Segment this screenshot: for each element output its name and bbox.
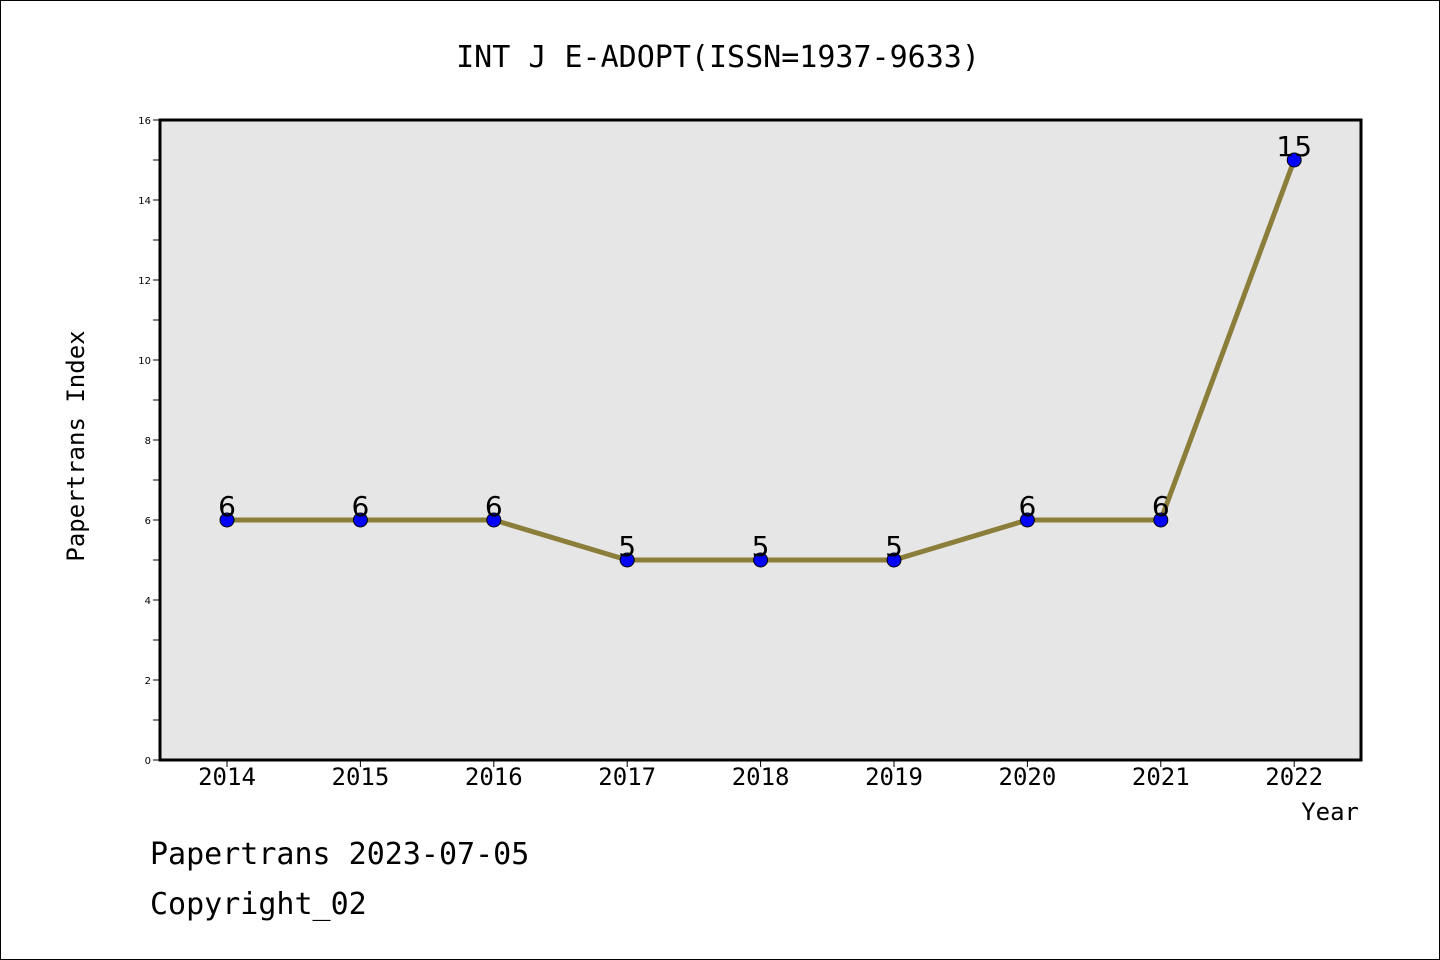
chart-title: INT J E-ADOPT(ISSN=1937-9633) bbox=[456, 40, 980, 75]
data-labels: 6 6 6 5 5 5 6 6 15 bbox=[218, 130, 1312, 563]
y-tick-label: 4 bbox=[145, 596, 151, 607]
data-label: 6 bbox=[485, 490, 503, 523]
data-label: 6 bbox=[351, 490, 369, 523]
x-tick-label: 2018 bbox=[732, 763, 790, 791]
y-tick-label: 12 bbox=[138, 276, 151, 287]
x-tick-label: 2017 bbox=[598, 763, 656, 791]
x-tick-label: 2015 bbox=[332, 763, 390, 791]
data-point bbox=[886, 552, 902, 568]
y-tick-label: 2 bbox=[145, 676, 151, 687]
x-tick-label: 2020 bbox=[999, 763, 1057, 791]
x-axis: 2014 2015 2016 2017 2018 2019 2020 2021 2022 bbox=[198, 760, 1323, 791]
data-point bbox=[619, 552, 635, 568]
footer-copyright: Copyright_02 bbox=[150, 887, 367, 922]
data-point bbox=[1153, 512, 1169, 528]
data-point bbox=[219, 512, 235, 528]
data-label: 15 bbox=[1276, 130, 1312, 163]
x-tick-label: 2021 bbox=[1132, 763, 1190, 791]
y-tick-label: 10 bbox=[138, 356, 151, 367]
data-point bbox=[753, 552, 769, 568]
footer-date: Papertrans 2023-07-05 bbox=[150, 837, 529, 872]
data-label: 5 bbox=[885, 530, 903, 563]
y-axis: 0 2 4 6 8 10 12 14 16 bbox=[138, 116, 160, 767]
data-label: 6 bbox=[218, 490, 236, 523]
data-points bbox=[219, 152, 1302, 568]
x-tick-label: 2022 bbox=[1265, 763, 1323, 791]
plot-area bbox=[158, 118, 1363, 762]
x-tick-label: 2016 bbox=[465, 763, 523, 791]
y-tick-label: 14 bbox=[138, 196, 151, 207]
x-tick-label: 2019 bbox=[865, 763, 923, 791]
data-label: 6 bbox=[1018, 490, 1036, 523]
x-tick-label: 2014 bbox=[198, 763, 256, 791]
y-tick-label: 6 bbox=[145, 516, 151, 527]
y-tick-label: 16 bbox=[138, 116, 151, 127]
y-tick-label: 0 bbox=[145, 756, 151, 767]
data-point bbox=[1019, 512, 1035, 528]
y-axis-label: Papertrans Index bbox=[62, 330, 90, 561]
data-label: 5 bbox=[752, 530, 770, 563]
data-label: 5 bbox=[618, 530, 636, 563]
data-point bbox=[352, 512, 368, 528]
data-label: 6 bbox=[1152, 490, 1170, 523]
data-point bbox=[1286, 152, 1302, 168]
data-point bbox=[486, 512, 502, 528]
y-tick-label: 8 bbox=[145, 436, 151, 447]
x-axis-label: Year bbox=[1301, 798, 1359, 826]
